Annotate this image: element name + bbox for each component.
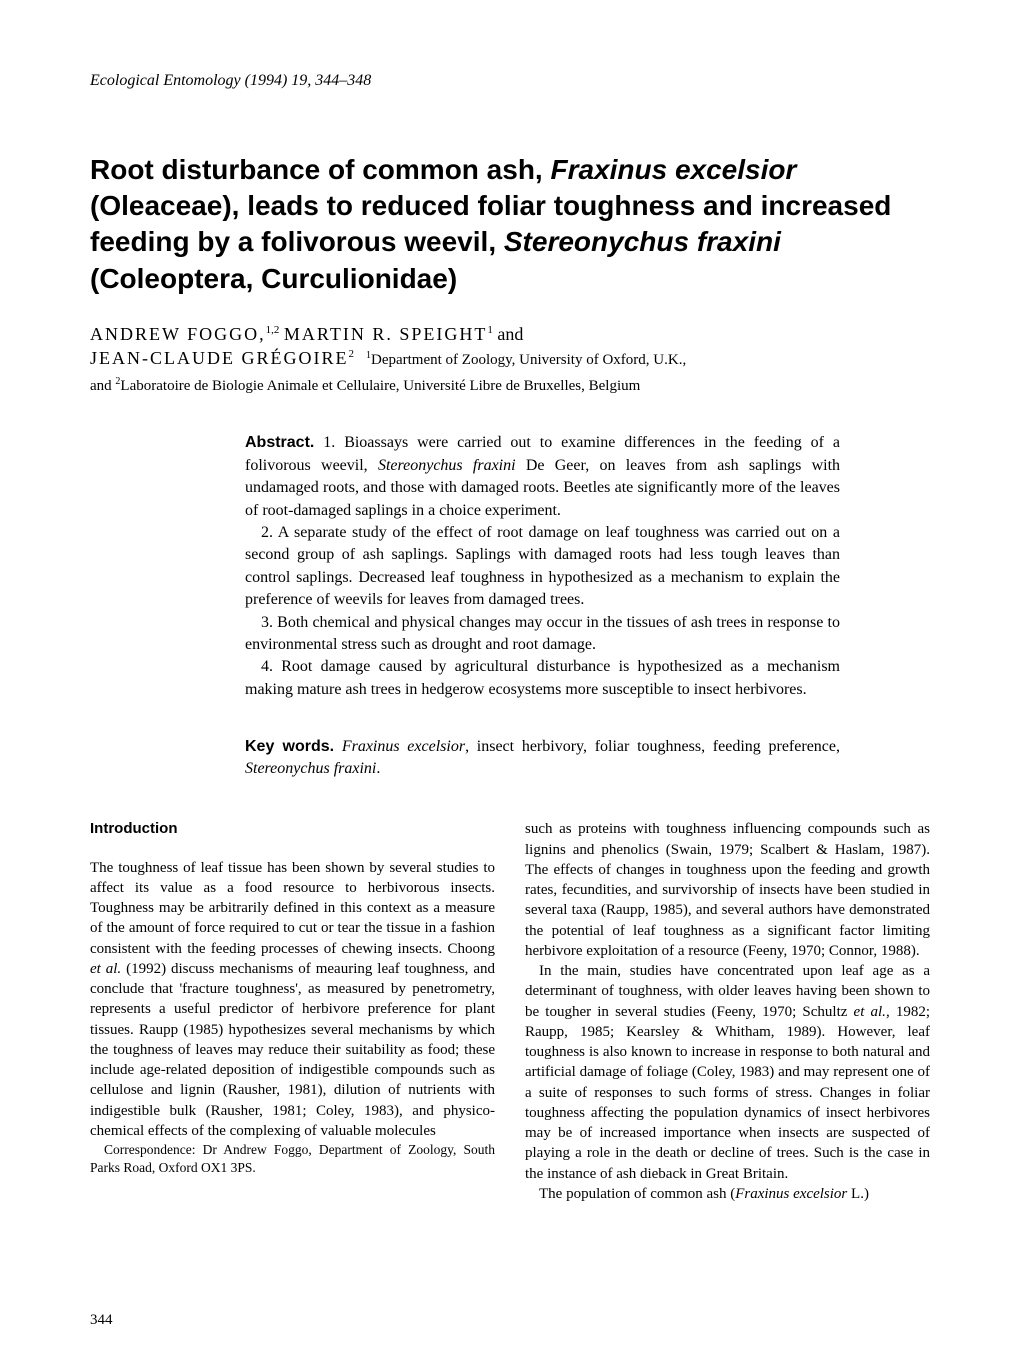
intro-col2-ital1: et al. bbox=[854, 1004, 886, 1020]
keywords-label: Key words. bbox=[245, 738, 334, 755]
affiliation-2: Laboratoire de Biologie Animale et Cellu… bbox=[120, 378, 640, 394]
intro-col1-p1b: (1992) discuss mechanisms of meauring le… bbox=[90, 961, 495, 1139]
author-1-sup: 1,2 bbox=[266, 324, 280, 336]
intro-col2-p3a: The population of common ash ( bbox=[539, 1186, 735, 1202]
column-left: Introduction The toughness of leaf tissu… bbox=[90, 819, 495, 1204]
author-2: MARTIN R. SPEIGHT bbox=[284, 324, 487, 344]
introduction-heading: Introduction bbox=[90, 819, 495, 839]
author-1: ANDREW FOGGO, bbox=[90, 324, 266, 344]
correspondence: Correspondence: Dr Andrew Foggo, Departm… bbox=[90, 1141, 495, 1177]
abstract-p1-species: Stereonychus fraxini bbox=[378, 457, 516, 474]
affiliation-line-2: and 2Laboratoire de Biologie Animale et … bbox=[90, 375, 930, 397]
keywords: Key words. Fraxinus excelsior, insect he… bbox=[245, 736, 840, 779]
author-3-sup: 2 bbox=[348, 348, 354, 360]
title-species-1: Fraxinus excelsior bbox=[550, 154, 796, 185]
abstract-p4: 4. Root damage caused by agricultural di… bbox=[245, 656, 840, 701]
author-2-sup: 1 bbox=[487, 324, 493, 336]
aff-and: and bbox=[90, 378, 115, 394]
intro-col2-p2b: , 1982; Raupp, 1985; Kearsley & Whitham,… bbox=[525, 1004, 930, 1182]
abstract-p2: 2. A separate study of the effect of roo… bbox=[245, 522, 840, 612]
intro-col2-p3b: L.) bbox=[847, 1186, 869, 1202]
keywords-ital2: Stereonychus fraxini bbox=[245, 760, 376, 777]
title-species-2: Stereonychus fraxini bbox=[504, 226, 781, 257]
author-3: JEAN-CLAUDE GRÉGOIRE bbox=[90, 348, 348, 368]
abstract-p3: 3. Both chemical and physical changes ma… bbox=[245, 612, 840, 657]
title-text-3: (Coleoptera, Curculionidae) bbox=[90, 263, 457, 294]
keywords-mid: , insect herbivory, foliar toughness, fe… bbox=[465, 738, 840, 755]
title-text: Root disturbance of common ash, bbox=[90, 154, 550, 185]
abstract-label: Abstract. bbox=[245, 434, 314, 451]
column-right: such as proteins with toughness influenc… bbox=[525, 819, 930, 1204]
author-and: and bbox=[497, 324, 523, 344]
intro-col2-p1: such as proteins with toughness influenc… bbox=[525, 819, 930, 961]
article-title: Root disturbance of common ash, Fraxinus… bbox=[90, 152, 930, 298]
intro-col2-p3-ital: Fraxinus excelsior bbox=[735, 1186, 847, 1202]
keywords-ital1: Fraxinus excelsior bbox=[334, 738, 465, 755]
page-number: 344 bbox=[90, 1310, 113, 1330]
abstract: Abstract. 1. Bioassays were carried out … bbox=[245, 432, 840, 701]
intro-col1-p1a: The toughness of leaf tissue has been sh… bbox=[90, 860, 495, 957]
keywords-end: . bbox=[376, 760, 380, 777]
journal-header: Ecological Entomology (1994) 19, 344–348 bbox=[90, 70, 930, 92]
body-columns: Introduction The toughness of leaf tissu… bbox=[90, 819, 930, 1204]
intro-col1-ital1: et al. bbox=[90, 961, 121, 977]
authors-line: ANDREW FOGGO,1,2 MARTIN R. SPEIGHT1 and … bbox=[90, 322, 930, 371]
affiliation-1: Department of Zoology, University of Oxf… bbox=[371, 352, 686, 368]
